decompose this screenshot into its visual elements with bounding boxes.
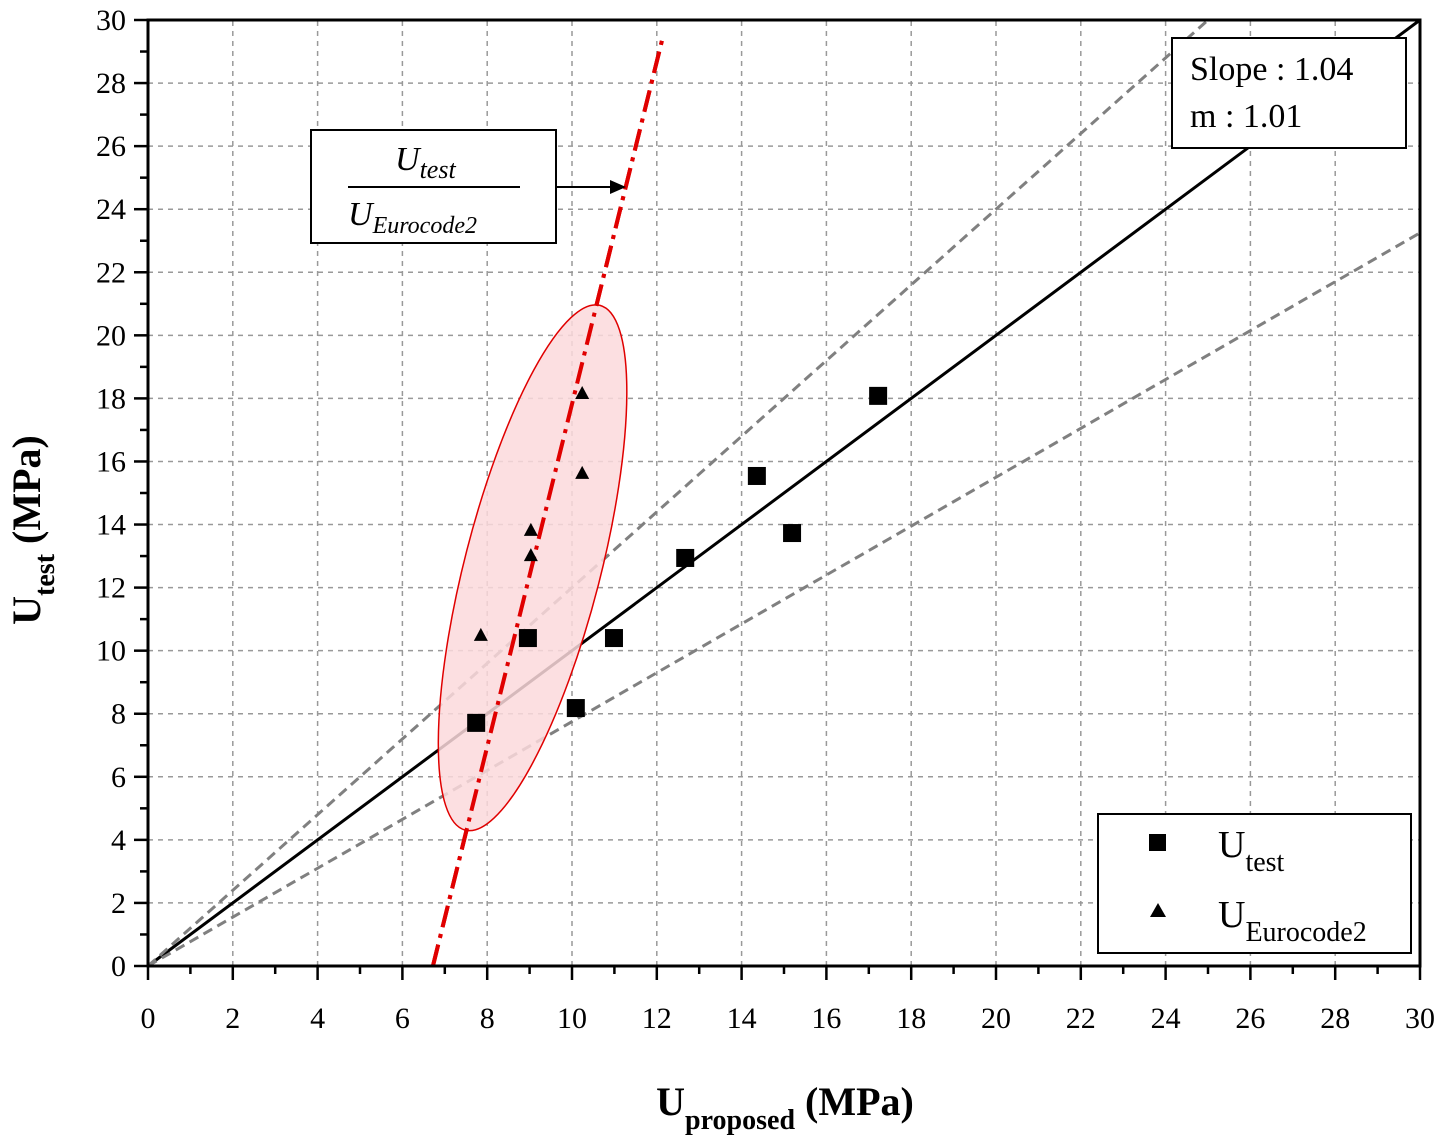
ratio-numerator: Utest <box>395 141 456 184</box>
x-tick-label: 12 <box>642 1002 672 1035</box>
m-text: m : 1.01 <box>1190 98 1302 135</box>
fit-line <box>147 18 1421 968</box>
legend: Utest UEurocode2 <box>1097 813 1412 954</box>
x-tick-label: 2 <box>225 1002 240 1035</box>
x-tick-label: 6 <box>395 1002 410 1035</box>
y-tick-label: 6 <box>111 761 126 794</box>
ratio-denominator: UEurocode2 <box>348 196 477 239</box>
highlight-ellipse-group <box>430 35 666 967</box>
x-axis-label: Uproposed (MPa) <box>656 1079 914 1136</box>
slope-text: Slope : 1.04 <box>1190 51 1353 88</box>
legend-square-marker <box>1149 834 1166 851</box>
x-tick-label: 10 <box>557 1002 587 1035</box>
data-points <box>467 386 888 732</box>
y-tick-label: 10 <box>96 635 126 668</box>
y-tick-label: 20 <box>96 319 126 352</box>
y-tick-label: 22 <box>96 256 126 289</box>
x-tick-label: 8 <box>480 1002 495 1035</box>
point-utest <box>783 524 802 543</box>
y-tick-label: 8 <box>111 698 126 731</box>
y-tick-label: 16 <box>96 445 126 478</box>
point-ueurocode2 <box>473 627 488 641</box>
arrow-head-icon <box>610 180 626 194</box>
point-ueurocode2 <box>575 465 590 479</box>
y-tick-label: 28 <box>96 67 126 100</box>
point-utest <box>518 629 537 648</box>
y-tick-label: 18 <box>96 382 126 415</box>
x-tick-label: 28 <box>1320 1002 1350 1035</box>
y-tick-label: 12 <box>96 572 126 605</box>
x-tick-label: 14 <box>727 1002 757 1035</box>
x-tick-label: 18 <box>896 1002 926 1035</box>
point-ueurocode2 <box>523 548 538 562</box>
y-tick-label: 2 <box>111 887 126 920</box>
ratio-annotation: Utest UEurocode2 <box>310 129 626 244</box>
y-tick-label: 0 <box>111 950 126 983</box>
point-utest <box>604 629 623 648</box>
point-utest <box>566 699 585 718</box>
stats-annotation: Slope : 1.04 m : 1.01 <box>1171 37 1407 149</box>
x-tick-label: 22 <box>1066 1002 1096 1035</box>
y-axis-label: Utest (MPa) <box>4 435 61 625</box>
x-tick-label: 4 <box>310 1002 325 1035</box>
reference-lines <box>147 18 1421 968</box>
y-tick-label: 24 <box>96 193 126 226</box>
upper-bound-line <box>147 18 1209 968</box>
y-tick-label: 4 <box>111 824 126 857</box>
axis-ticks: 0 2 4 6 8 10 12 14 16 18 20 22 24 26 28 300246810121416… <box>96 4 1435 1035</box>
point-ueurocode2 <box>575 386 590 400</box>
legend-triangle-marker <box>1150 903 1166 917</box>
y-tick-label: 14 <box>96 509 126 542</box>
x-tick-label: 16 <box>811 1002 841 1035</box>
lower-bound-line <box>147 231 1421 968</box>
y-tick-label: 30 <box>96 4 126 37</box>
x-tick-label: 20 <box>981 1002 1011 1035</box>
x-tick-label: 26 <box>1235 1002 1265 1035</box>
y-tick-label: 26 <box>96 130 126 163</box>
point-utest <box>869 386 888 405</box>
point-utest <box>676 548 695 567</box>
point-ueurocode2 <box>523 522 538 536</box>
x-tick-label: 30 <box>1405 1002 1435 1035</box>
x-tick-label: 24 <box>1151 1002 1181 1035</box>
legend-label-eurocode2: UEurocode2 <box>1218 894 1367 948</box>
point-utest <box>467 713 486 732</box>
x-tick-label: 0 <box>141 1002 156 1035</box>
legend-label-test: Utest <box>1218 824 1285 878</box>
point-utest <box>747 466 766 485</box>
